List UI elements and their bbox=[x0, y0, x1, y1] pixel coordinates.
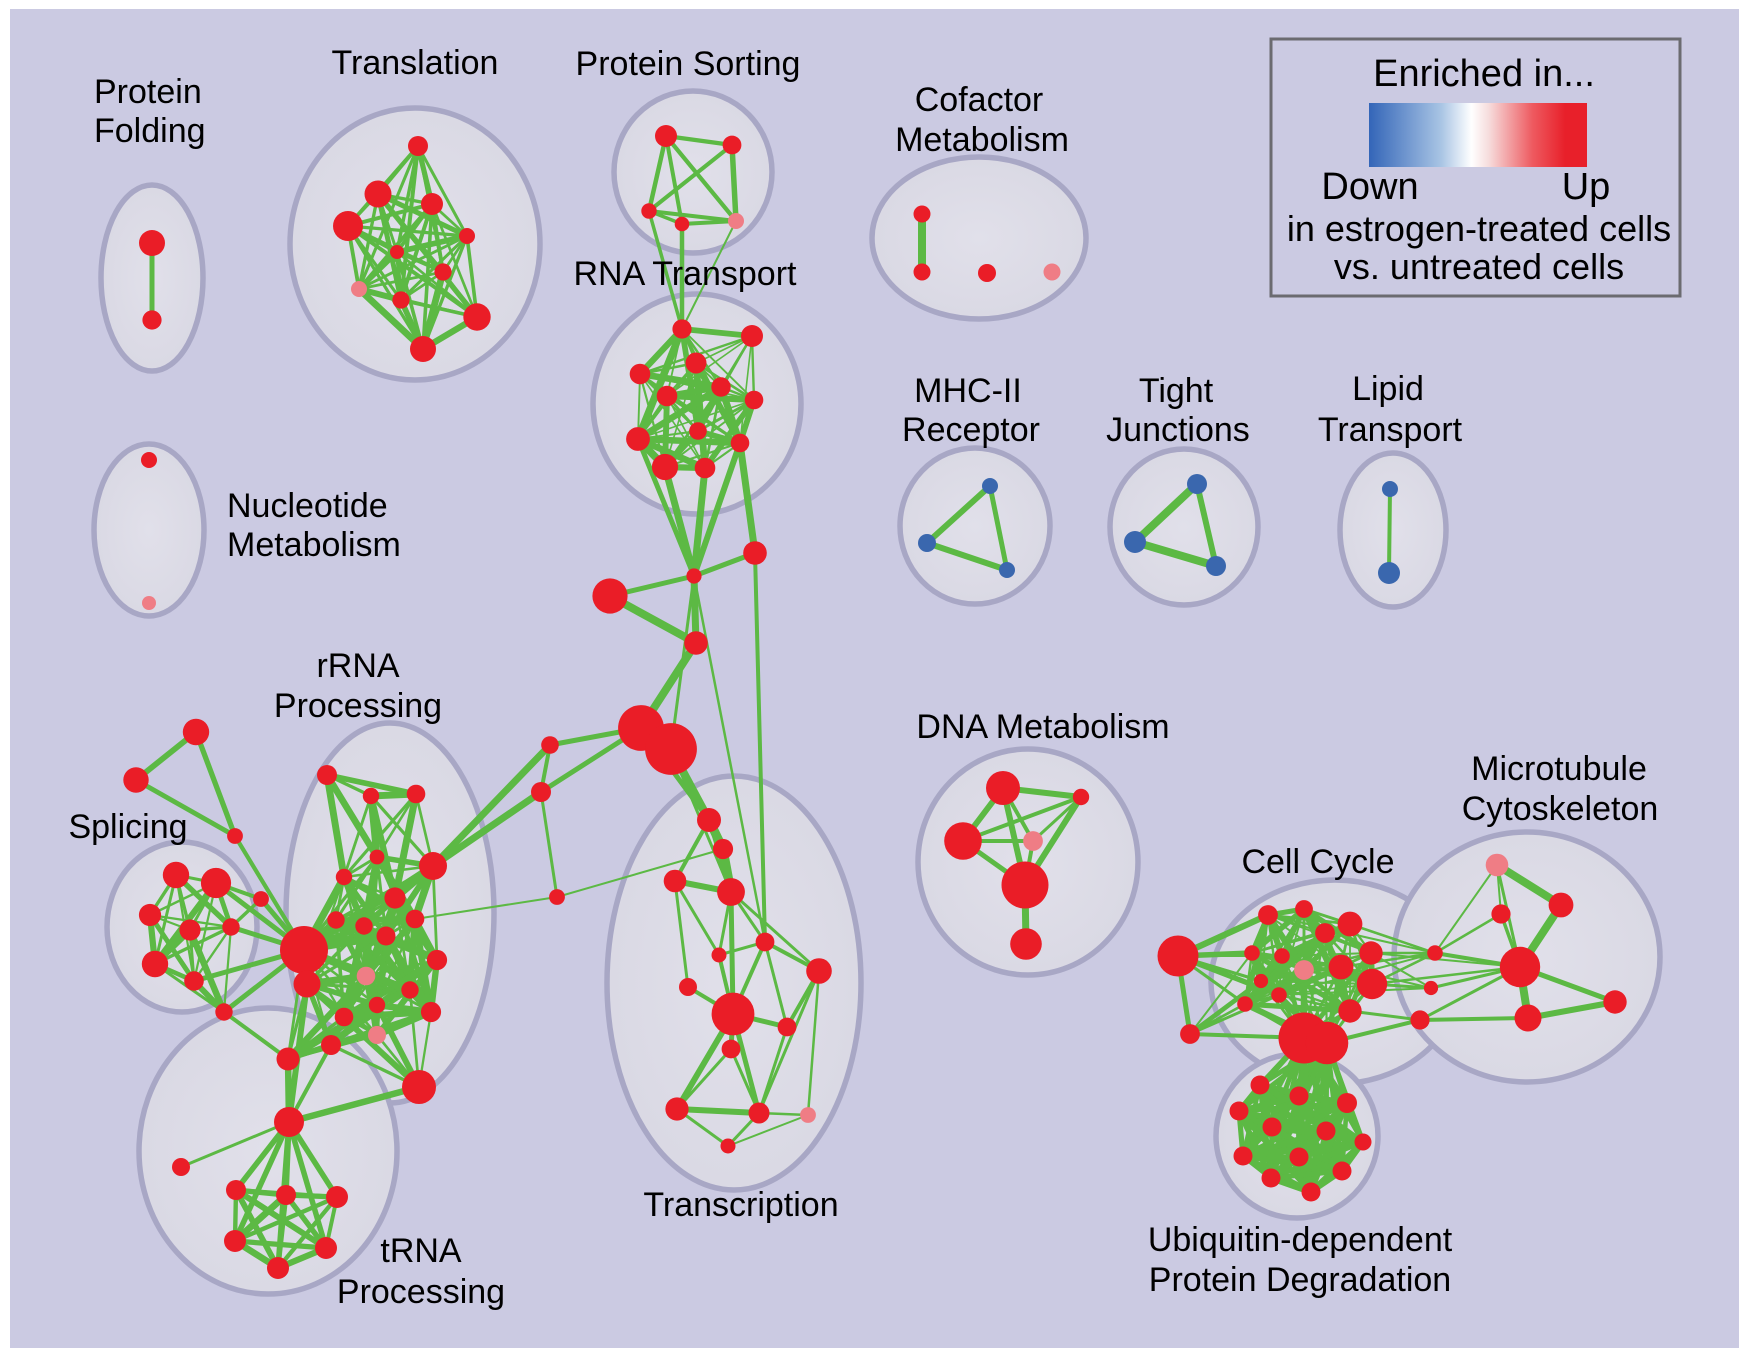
svg-text:in estrogen-treated cells: in estrogen-treated cells bbox=[1287, 208, 1671, 249]
svg-text:Receptor: Receptor bbox=[902, 411, 1040, 449]
svg-text:Microtubule: Microtubule bbox=[1471, 750, 1647, 788]
svg-text:Protein Sorting: Protein Sorting bbox=[576, 45, 801, 83]
svg-text:Cytoskeleton: Cytoskeleton bbox=[1462, 790, 1659, 828]
svg-text:Ubiquitin-dependent: Ubiquitin-dependent bbox=[1148, 1221, 1453, 1259]
svg-text:DNA Metabolism: DNA Metabolism bbox=[916, 708, 1169, 746]
svg-text:tRNA: tRNA bbox=[380, 1232, 462, 1270]
svg-text:Nucleotide: Nucleotide bbox=[227, 487, 388, 525]
svg-text:Up: Up bbox=[1562, 166, 1611, 208]
svg-text:Protein Degradation: Protein Degradation bbox=[1149, 1261, 1451, 1299]
svg-text:Transcription: Transcription bbox=[643, 1186, 838, 1224]
svg-text:RNA Transport: RNA Transport bbox=[574, 255, 798, 293]
svg-text:Transport: Transport bbox=[1318, 411, 1463, 449]
svg-text:Metabolism: Metabolism bbox=[895, 121, 1069, 159]
svg-text:Junctions: Junctions bbox=[1106, 411, 1250, 449]
svg-text:Enriched in...: Enriched in... bbox=[1373, 53, 1595, 95]
svg-text:Cofactor: Cofactor bbox=[915, 81, 1044, 119]
svg-text:Down: Down bbox=[1321, 166, 1418, 208]
svg-text:Cell Cycle: Cell Cycle bbox=[1241, 843, 1394, 881]
svg-text:Tight: Tight bbox=[1139, 372, 1214, 410]
svg-text:Splicing: Splicing bbox=[68, 808, 187, 846]
svg-text:Processing: Processing bbox=[337, 1273, 505, 1311]
svg-text:Processing: Processing bbox=[274, 687, 442, 725]
svg-text:Folding: Folding bbox=[94, 112, 206, 150]
svg-text:Lipid: Lipid bbox=[1352, 370, 1424, 408]
svg-text:Metabolism: Metabolism bbox=[227, 526, 401, 564]
svg-text:rRNA: rRNA bbox=[316, 647, 399, 685]
svg-text:Protein: Protein bbox=[94, 73, 202, 111]
svg-text:Translation: Translation bbox=[332, 44, 499, 82]
svg-text:vs. untreated cells: vs. untreated cells bbox=[1334, 246, 1624, 287]
svg-text:MHC-II: MHC-II bbox=[914, 372, 1022, 410]
